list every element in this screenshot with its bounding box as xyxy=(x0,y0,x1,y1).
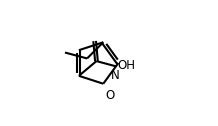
Text: O: O xyxy=(105,89,114,102)
Text: OH: OH xyxy=(118,59,136,72)
Text: N: N xyxy=(111,69,120,82)
